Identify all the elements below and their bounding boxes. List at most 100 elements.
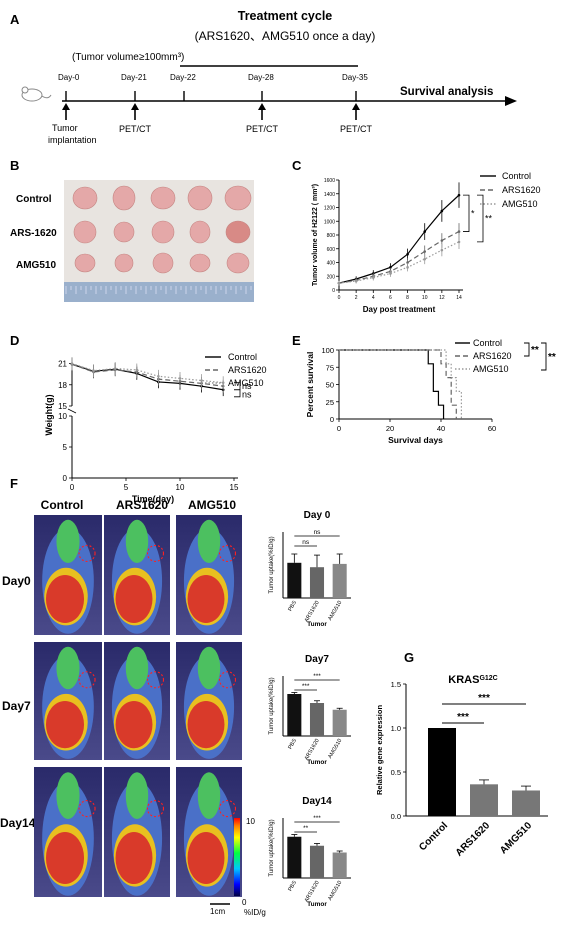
c-x-label: Day post treatment: [363, 305, 436, 314]
c-series-line: [338, 231, 460, 284]
pet-scale-unit: %ID/g: [244, 908, 266, 917]
f-chart-title: Day14: [302, 796, 332, 807]
pet-ct-label: PET/CT: [246, 124, 279, 134]
tumor-sample: [112, 185, 136, 211]
e-survival-curve: [339, 349, 445, 419]
e-y-tick-label: 75: [326, 363, 334, 372]
g-title-sup: G12C: [479, 675, 497, 682]
f-bar: [332, 563, 347, 598]
c-y-tick-label: 1400: [324, 192, 335, 198]
pet-liver-uptake: [115, 832, 153, 884]
mouse-icon: [21, 86, 52, 102]
f-sig-label: ns: [302, 539, 310, 546]
e-x-label: Survival days: [388, 435, 443, 445]
c-data-point: [423, 250, 427, 253]
pet-liver-uptake: [115, 575, 153, 623]
pet-tumor-marker: [78, 544, 96, 562]
d-x-tick-label: 0: [70, 483, 75, 492]
timeline-day-label: Day-35: [342, 73, 368, 82]
c-series-line: [338, 241, 460, 284]
c-data-point: [406, 261, 409, 264]
timeline-day-label: Day-28: [248, 73, 274, 82]
f-x-label: Tumor: [307, 621, 327, 628]
pet-row-day0: Day0: [2, 574, 31, 588]
d-series-line: [71, 363, 224, 387]
e-survival-curve: [339, 349, 462, 419]
timeline-day-label: Day-0: [58, 73, 80, 82]
pet-col-ars1620: ARS1620: [116, 498, 168, 512]
d-data-point: [221, 381, 225, 384]
c-y-tick-label: 1200: [324, 206, 335, 212]
d-data-point: [135, 368, 139, 372]
g-y-tick-label: 0.5: [391, 768, 401, 777]
c-x-tick-label: 4: [372, 295, 375, 301]
f-x-tick-label: AMG510: [327, 880, 343, 902]
e-x-tick-label: 20: [386, 424, 394, 433]
f-x-tick-label: ARS1620: [304, 880, 321, 903]
c-data-point: [440, 209, 444, 213]
c-data-point: [406, 252, 409, 256]
d-y-tick-label: 18: [58, 381, 67, 390]
c-data-point: [457, 193, 461, 197]
pet-tumor-marker: [218, 671, 237, 689]
e-legend-label: Control: [473, 338, 502, 348]
c-x-tick-label: 6: [389, 295, 392, 301]
f-sig-label: **: [303, 825, 309, 832]
c-x-tick-label: 0: [338, 295, 341, 301]
timeline-arrow-head: [62, 103, 70, 110]
e-y-tick-label: 25: [326, 398, 334, 407]
pet-image-tile: [104, 642, 170, 760]
panel-label-a: A: [10, 12, 20, 27]
pet-color-scale: [234, 818, 240, 896]
timeline-arrow-head: [352, 103, 360, 110]
d-data-point: [92, 369, 95, 372]
c-legend-label: ARS1620: [502, 185, 541, 195]
g-sig-label: ***: [478, 693, 490, 704]
f-bar: [287, 694, 302, 736]
tumor-sample: [225, 220, 251, 244]
d-y-tick-label: 15: [58, 402, 67, 411]
g-y-tick-label: 0.0: [391, 812, 401, 821]
pet-col-control: Control: [41, 498, 84, 512]
g-x-tick-label: Control: [417, 820, 450, 853]
f-sig-label: ***: [313, 673, 321, 680]
c-y-tick-label: 400: [327, 261, 336, 267]
f-bar: [332, 709, 347, 736]
c-data-point: [423, 230, 427, 233]
c-data-point: [440, 239, 444, 242]
c-sig-bracket: [463, 194, 470, 232]
d-data-point: [70, 362, 74, 365]
pet-ct-label: PET/CT: [119, 124, 152, 134]
panel-label-c: C: [292, 158, 302, 173]
pet-liver-uptake: [187, 832, 225, 884]
f-bar: [287, 562, 302, 598]
f-x-tick-label: AMG510: [327, 738, 343, 760]
timeline-title: Treatment cycle: [238, 9, 333, 23]
d-sig-label: ns: [242, 389, 252, 399]
pet-head-uptake: [125, 772, 149, 819]
e-x-tick-label: 40: [437, 424, 445, 433]
c-data-point: [371, 276, 375, 279]
tumor-implant-label-1: Tumor: [52, 123, 78, 133]
c-y-tick-label: 1600: [324, 178, 335, 184]
d-y-tick-label: 21: [58, 360, 67, 369]
pet-ct-label: PET/CT: [340, 124, 373, 134]
pet-image-tile: [104, 767, 170, 897]
pet-scale-max: 10: [246, 817, 255, 826]
c-sig-bracket: [477, 194, 484, 243]
pet-tumor-marker: [78, 800, 96, 818]
g-sig-label: ***: [457, 712, 469, 723]
panel-label-b: B: [10, 158, 19, 173]
e-sig-label: **: [548, 352, 556, 363]
pet-liver-uptake: [187, 701, 225, 749]
c-data-point: [457, 240, 461, 244]
d-series-line: [71, 363, 224, 391]
d-x-label: Time(day): [132, 494, 174, 504]
c-legend-label: AMG510: [502, 199, 538, 209]
d-x-tick-label: 15: [230, 483, 239, 492]
tumor-implant-label-2: implantation: [48, 135, 97, 145]
pet-head-uptake: [125, 519, 149, 564]
f-sig-label: ***: [302, 683, 310, 690]
g-y-tick-label: 1.0: [391, 724, 401, 733]
chart-g-kras: G KRASG12C 0.0 0.5 1.0 1.5 Relative gene expr…: [375, 650, 548, 859]
